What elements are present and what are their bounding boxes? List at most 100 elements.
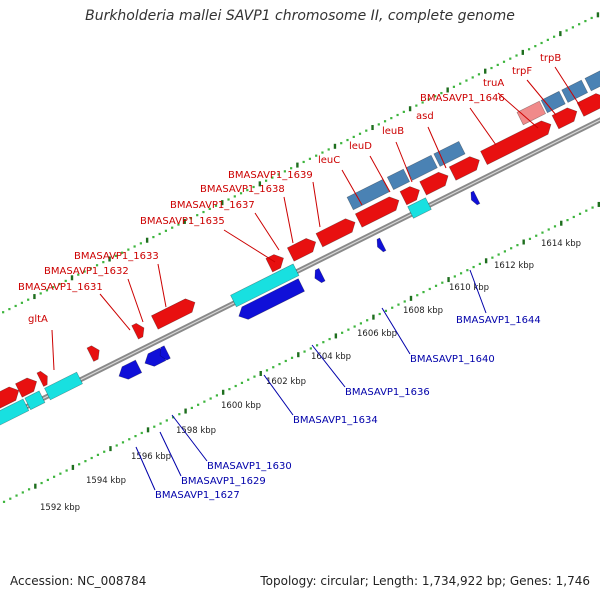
inner-tick-row-tick-60 bbox=[372, 314, 375, 320]
inner-tick-row-tick-5 bbox=[27, 488, 31, 491]
forward-gene-16-group bbox=[576, 93, 600, 117]
leader-leuB bbox=[395, 141, 413, 183]
outer-tick-row-tick-14 bbox=[8, 307, 11, 311]
outer-tick-row-tick-86 bbox=[459, 82, 462, 85]
inner-tick-row-tick-53 bbox=[328, 337, 331, 341]
inner-tick-row-tick-59 bbox=[366, 319, 369, 322]
reverse-cds-1 bbox=[0, 398, 30, 429]
forward-gene-8 bbox=[286, 238, 317, 262]
inner-tick-row-tick-10 bbox=[59, 472, 62, 475]
inner-tick-row-tick-85 bbox=[528, 237, 532, 240]
outer-tick-row-tick-83 bbox=[440, 91, 443, 95]
forward-gene-1-group bbox=[0, 386, 20, 416]
forward-gene-3 bbox=[36, 370, 48, 387]
outer-tick-row-tick-53 bbox=[252, 185, 255, 189]
outer-tick-row-tick-22 bbox=[58, 282, 61, 286]
outer-tick-row-tick-95 bbox=[515, 54, 518, 57]
reverse-gene-label-BMASAVP1_1636: BMASAVP1_1636 bbox=[345, 387, 430, 398]
leader-BMASAVP1_1627 bbox=[135, 446, 156, 491]
inner-tick-row-tick-62 bbox=[384, 309, 388, 312]
outer-tick-row-tick-33 bbox=[127, 248, 130, 251]
leader-BMASAVP1_1639 bbox=[312, 181, 321, 228]
leader-BMASAVP1_1629 bbox=[159, 431, 182, 477]
genome-stats: Topology: circular; Length: 1,734,922 bp… bbox=[260, 574, 590, 588]
leader-BMASAVP1_1631 bbox=[99, 293, 131, 331]
inner-tick-row-tick-33 bbox=[203, 400, 206, 403]
inner-tick-row-tick-1 bbox=[2, 500, 6, 503]
reverse-cds-4-group bbox=[230, 263, 300, 308]
inner-tick-row-tick-17 bbox=[103, 450, 106, 453]
reverse-gene-1-group bbox=[118, 359, 143, 380]
forward-gene-12-group bbox=[419, 171, 449, 196]
leader-leuC bbox=[341, 169, 363, 206]
outer-tick-row-tick-64 bbox=[321, 151, 324, 154]
outer-tick-row-tick-79 bbox=[415, 104, 418, 107]
forward-cds-4 bbox=[433, 140, 466, 167]
inner-tick-row-tick-35 bbox=[215, 394, 218, 397]
forward-cds-2-group bbox=[386, 168, 411, 191]
outer-tick-row-tick-81 bbox=[427, 98, 430, 101]
forward-gene-10-group bbox=[354, 196, 400, 228]
outer-tick-row-tick-70 bbox=[358, 132, 362, 135]
outer-tick-row-tick-51 bbox=[239, 192, 243, 195]
inner-tick-row-tick-51 bbox=[315, 344, 319, 347]
forward-gene-14 bbox=[480, 120, 552, 166]
leader-gltA bbox=[51, 329, 55, 371]
outer-tick-row-tick-63 bbox=[315, 154, 318, 157]
forward-gene-label-trpB: trpB bbox=[540, 53, 561, 64]
reverse-gene-6-group bbox=[376, 237, 387, 253]
leader-BMASAVP1_1640 bbox=[381, 307, 411, 355]
reverse-gene-6 bbox=[376, 237, 387, 253]
inner-tick-row-tick-90 bbox=[560, 220, 563, 226]
inner-tick-row-tick-20 bbox=[121, 441, 125, 444]
forward-cds-5 bbox=[516, 100, 547, 126]
forward-gene-label-BMASAVP1_1646: BMASAVP1_1646 bbox=[420, 93, 505, 104]
kbp-label-1602-kbp: 1602 kbp bbox=[266, 377, 306, 387]
map-title: Burkholderia mallei SAVP1 chromosome II,… bbox=[85, 8, 515, 24]
outer-tick-row-tick-60 bbox=[296, 162, 299, 168]
outer-tick-row-tick-18 bbox=[33, 294, 36, 300]
forward-gene-label-leuD: leuD bbox=[349, 141, 372, 152]
forward-gene-15-group bbox=[551, 107, 578, 130]
outer-tick-row-tick-87 bbox=[465, 79, 468, 82]
kbp-label-1594-kbp: 1594 kbp bbox=[86, 476, 126, 486]
forward-gene-label-BMASAVP1_1635: BMASAVP1_1635 bbox=[140, 216, 225, 227]
outer-tick-row-tick-104 bbox=[571, 26, 574, 29]
inner-tick-row-tick-4 bbox=[21, 491, 24, 494]
forward-gene-5 bbox=[131, 323, 145, 340]
outer-tick-row-tick-97 bbox=[527, 48, 531, 51]
outer-tick-row-tick-41 bbox=[177, 223, 180, 226]
inner-tick-row-tick-3 bbox=[15, 494, 18, 497]
leader-BMASAVP1_1630 bbox=[171, 414, 208, 462]
reverse-cds-3-group bbox=[44, 371, 83, 401]
outer-tick-row-tick-59 bbox=[290, 167, 293, 170]
outer-tick-row-tick-39 bbox=[164, 229, 168, 232]
reverse-gene-4 bbox=[238, 278, 305, 320]
outer-tick-row-tick-56 bbox=[271, 176, 274, 179]
forward-cds-8 bbox=[584, 64, 600, 92]
outer-tick-row-tick-45 bbox=[202, 210, 205, 214]
outer-tick-row-tick-34 bbox=[133, 245, 136, 248]
inner-tick-row-tick-41 bbox=[253, 375, 256, 378]
kbp-label-1596-kbp: 1596 kbp bbox=[131, 452, 171, 462]
outer-tick-row-tick-93 bbox=[502, 60, 506, 63]
outer-tick-row-tick-43 bbox=[189, 217, 193, 220]
reverse-cds-2 bbox=[24, 390, 46, 411]
forward-gene-3-group bbox=[36, 370, 48, 387]
outer-tick-row-tick-71 bbox=[365, 129, 368, 132]
inner-tick-row-tick-83 bbox=[516, 244, 519, 247]
forward-gene-15 bbox=[551, 107, 578, 130]
inner-tick-row-tick-79 bbox=[491, 256, 494, 259]
kbp-label-1598-kbp: 1598 kbp bbox=[176, 426, 216, 436]
inner-tick-row-tick-61 bbox=[378, 312, 381, 316]
forward-gene-13 bbox=[448, 156, 480, 181]
inner-tick-row-tick-14 bbox=[84, 460, 87, 463]
inner-tick-row-tick-76 bbox=[472, 265, 475, 269]
inner-tick-row-tick-45 bbox=[278, 362, 281, 366]
inner-tick-row-tick-57 bbox=[353, 325, 356, 328]
forward-gene-4 bbox=[86, 345, 100, 362]
forward-cds-3-group bbox=[405, 154, 438, 181]
outer-tick-row-tick-73 bbox=[377, 123, 380, 126]
inner-tick-row-tick-47 bbox=[290, 356, 294, 359]
